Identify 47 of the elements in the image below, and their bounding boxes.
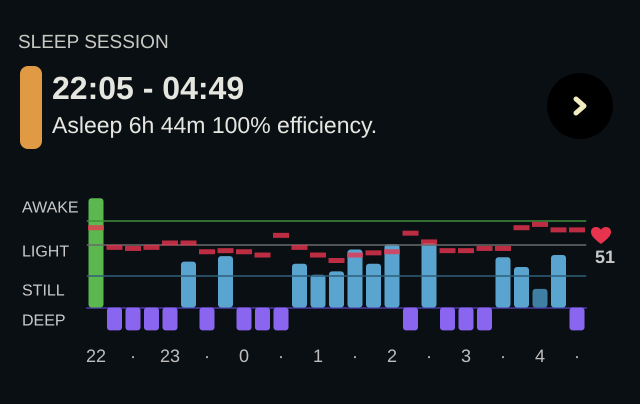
bar <box>236 307 252 330</box>
x-tick-label: 22 <box>86 346 106 366</box>
x-tick-label: 1 <box>312 346 324 366</box>
bar <box>477 307 492 330</box>
bar <box>422 243 436 308</box>
bar <box>514 267 529 308</box>
bar <box>144 307 159 330</box>
bar <box>458 307 474 330</box>
bar <box>329 271 344 308</box>
bar <box>274 307 288 330</box>
bar <box>107 307 122 330</box>
bar <box>310 274 326 308</box>
x-tick-label: 23 <box>160 346 180 366</box>
bar <box>200 307 214 330</box>
chart-title: SLEEP SESSION <box>18 32 169 54</box>
text: STILL <box>22 282 65 300</box>
x-tick-label: 4 <box>534 346 546 366</box>
text: DEEP <box>22 312 66 330</box>
bar <box>181 262 196 308</box>
bar <box>292 264 307 308</box>
x-tick-label: 2 <box>386 346 398 366</box>
chart-subtitle: 22:05 - 04:49 <box>52 70 244 107</box>
bar <box>126 307 140 330</box>
bar <box>218 256 233 308</box>
bar <box>88 198 104 308</box>
x-tick-label: · <box>574 346 580 366</box>
x-tick-label: 0 <box>238 346 250 366</box>
x-tick-label: 3 <box>460 346 472 366</box>
x-tick-label: · <box>426 346 432 366</box>
bar <box>162 307 178 330</box>
bar <box>532 288 548 308</box>
text: AWAKE <box>22 200 79 216</box>
bar <box>551 255 566 308</box>
text: 51 <box>595 247 616 267</box>
x-tick-label: · <box>500 346 506 366</box>
bar <box>255 307 270 330</box>
bar <box>496 257 510 308</box>
x-tick-label: · <box>278 346 284 366</box>
text: Asleep 6h 44m 100% efficiency. <box>52 112 378 139</box>
x-tick-label: · <box>130 346 136 366</box>
x-tick-label: · <box>352 346 358 366</box>
bar <box>366 264 381 308</box>
x-tick-label: · <box>204 346 210 366</box>
bar <box>403 307 418 330</box>
text: LIGHT <box>22 244 70 260</box>
bar <box>440 307 455 330</box>
bar <box>570 307 584 330</box>
